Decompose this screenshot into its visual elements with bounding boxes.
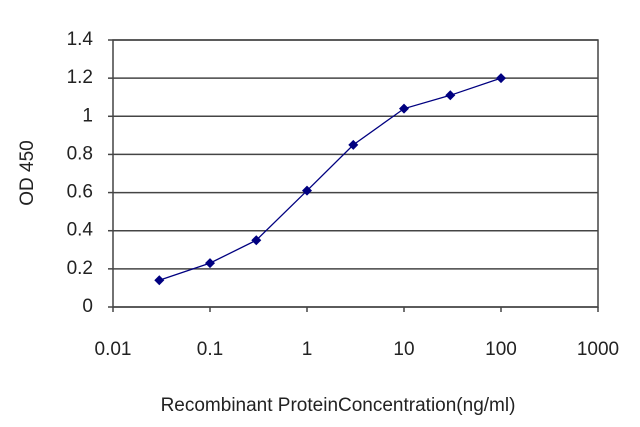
y-tick-label: 1 (82, 105, 93, 126)
plot-frame (112, 39, 599, 308)
y-tick-label: 0.6 (67, 182, 93, 203)
data-point (496, 73, 506, 84)
data-point (348, 139, 359, 150)
data-point (154, 275, 165, 286)
x-tick-label: 10 (393, 339, 414, 360)
y-axis-label: OD 450 (17, 140, 38, 205)
y-tick-label: 0 (82, 296, 93, 317)
data-point (251, 235, 262, 246)
x-axis-label: Recombinant ProteinConcentration(ng/ml) (161, 395, 516, 416)
x-tick-label: 1 (302, 339, 313, 360)
x-tick-label: 0.01 (95, 339, 132, 360)
data-point (302, 185, 312, 196)
y-tick-label: 0.2 (67, 258, 93, 279)
y-tick-label: 1.2 (67, 67, 93, 88)
data-point (399, 103, 409, 114)
x-tick-label: 1000 (577, 339, 619, 360)
y-tick-label: 1.4 (67, 29, 94, 50)
series-line (159, 77, 502, 281)
x-tick-label: 100 (485, 339, 517, 360)
data-point (445, 90, 456, 101)
y-tick-label: 0.4 (67, 220, 94, 241)
x-tick-label: 0.1 (197, 339, 223, 360)
data-point (205, 258, 215, 269)
y-tick-label: 0.8 (67, 143, 93, 164)
